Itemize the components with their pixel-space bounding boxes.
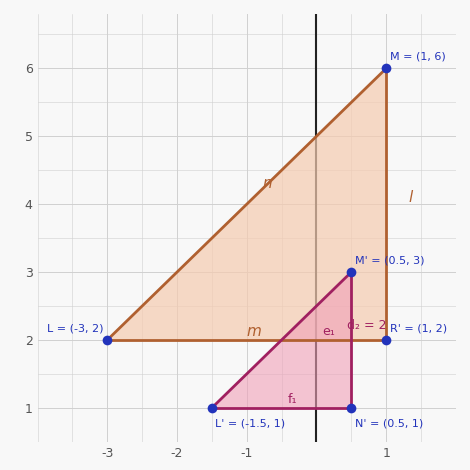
Text: M = (1, 6): M = (1, 6) [390, 52, 446, 62]
Text: n: n [263, 176, 273, 191]
Text: f₁: f₁ [287, 393, 297, 406]
Text: L = (-3, 2): L = (-3, 2) [47, 323, 104, 333]
Text: M' = (0.5, 3): M' = (0.5, 3) [355, 255, 424, 265]
Text: L' = (-1.5, 1): L' = (-1.5, 1) [215, 418, 285, 428]
Polygon shape [212, 272, 351, 408]
Text: e₁: e₁ [322, 325, 336, 337]
Text: R' = (1, 2): R' = (1, 2) [390, 323, 447, 333]
Text: m: m [246, 324, 261, 339]
Text: N' = (0.5, 1): N' = (0.5, 1) [355, 418, 423, 428]
Text: d₂ = 2: d₂ = 2 [347, 319, 386, 331]
Polygon shape [107, 69, 386, 340]
Text: l: l [408, 190, 413, 205]
